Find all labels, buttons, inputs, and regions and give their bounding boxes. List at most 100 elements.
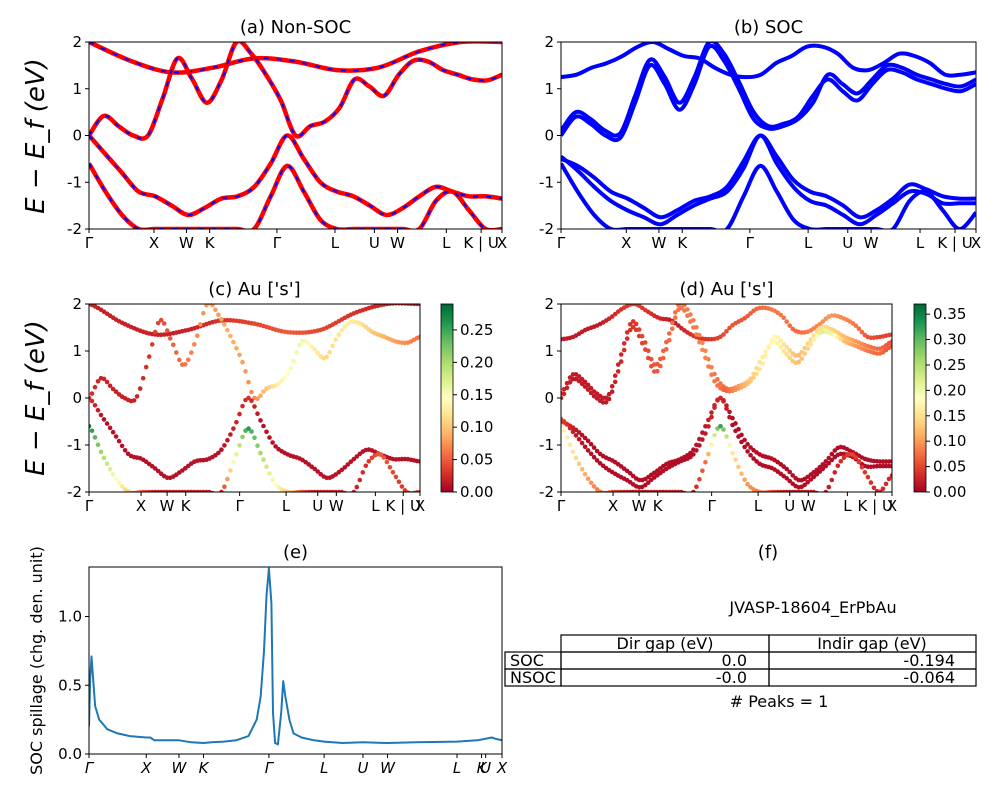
- spillage-line: [89, 567, 502, 746]
- band-point: [670, 326, 675, 332]
- band-point: [736, 434, 741, 439]
- soc-band-1: [561, 43, 976, 143]
- band-point: [98, 412, 104, 418]
- x-tick-label: X: [887, 497, 897, 515]
- band-point: [784, 476, 789, 481]
- band-point: [588, 451, 594, 457]
- x-tick-label: W: [160, 497, 175, 515]
- band-point: [718, 423, 723, 429]
- band-point: [576, 436, 582, 442]
- band-point: [192, 342, 197, 347]
- band-point: [249, 398, 254, 404]
- x-tick-label: L: [442, 234, 451, 252]
- band-point: [270, 440, 275, 445]
- gap-table-row-nsoc-label: NSOC: [510, 668, 556, 687]
- x-tick-label: L: [331, 234, 340, 252]
- band-point: [567, 425, 573, 431]
- y-tick-label: -2: [67, 220, 82, 238]
- band-point: [573, 455, 579, 461]
- band-point: [856, 326, 862, 332]
- x-tick-label: U: [357, 759, 368, 777]
- band-point: [856, 459, 862, 465]
- band-point: [222, 443, 227, 448]
- band-point: [712, 371, 717, 377]
- colorbar-tick-label: 0.30: [933, 331, 966, 349]
- colorbar-c: [440, 303, 454, 493]
- band-point: [685, 307, 690, 312]
- nonsoc-band-1: [89, 42, 502, 141]
- band-point: [155, 468, 161, 474]
- band-point: [686, 491, 689, 492]
- band-point: [676, 304, 681, 308]
- band-point: [730, 450, 735, 456]
- band-point: [345, 462, 351, 467]
- y-tick-label: -1: [67, 173, 82, 191]
- band-point: [697, 332, 702, 338]
- band-point: [787, 478, 792, 484]
- x-tick-label: X: [136, 497, 146, 515]
- band-point: [255, 396, 260, 402]
- band-point: [92, 435, 98, 440]
- band-point: [258, 418, 263, 423]
- band-point: [859, 329, 865, 335]
- band-point: [694, 484, 699, 490]
- band-point: [113, 389, 119, 395]
- band-point: [155, 320, 161, 326]
- band-point: [808, 477, 814, 482]
- x-tick-label: X: [971, 234, 981, 252]
- band-point: [588, 441, 594, 447]
- x-tick-label: K | U: [386, 497, 421, 515]
- band-point: [585, 382, 591, 388]
- band-point: [667, 331, 672, 336]
- band-point: [113, 434, 119, 439]
- band-point: [630, 324, 636, 330]
- y-tick-label: 1.0: [58, 608, 82, 626]
- nonsoc-band-dash-3: [89, 163, 502, 229]
- band-point: [748, 376, 753, 382]
- band-point: [312, 347, 318, 352]
- band-point: [282, 375, 287, 381]
- band-point: [889, 344, 892, 349]
- y-tick-label: 0.5: [58, 676, 82, 694]
- x-tick-label: L: [754, 497, 763, 515]
- band-point: [582, 472, 588, 477]
- band-point: [688, 312, 693, 317]
- band-point: [706, 356, 711, 362]
- band-point: [255, 443, 260, 449]
- x-tick-label: L: [282, 497, 291, 515]
- band-point: [417, 304, 420, 307]
- band-point: [396, 479, 402, 485]
- soc-band-4: [561, 133, 976, 227]
- band-point: [709, 410, 714, 415]
- band-point: [231, 459, 236, 465]
- x-tick-label: L: [320, 759, 328, 777]
- band-point: [351, 456, 357, 462]
- band-point: [643, 340, 648, 345]
- band-point: [324, 354, 330, 360]
- y-tick-label: 1: [72, 80, 82, 98]
- band-point: [219, 317, 224, 322]
- band-point: [712, 433, 717, 438]
- band-point: [646, 348, 651, 354]
- projected-points-d: [561, 304, 892, 492]
- x-tick-label: L: [453, 759, 461, 777]
- colorbar-tick-label: 0.25: [933, 356, 966, 374]
- band-point: [742, 444, 747, 450]
- band-point: [89, 391, 95, 396]
- band-point: [838, 459, 844, 464]
- band-point: [564, 380, 570, 386]
- x-tick-label: K: [205, 234, 216, 252]
- band-point: [207, 489, 212, 492]
- band-point: [564, 435, 570, 440]
- band-point: [237, 443, 242, 448]
- band-point: [246, 395, 251, 401]
- band-point: [706, 417, 711, 423]
- band-point: [116, 438, 122, 444]
- colorbar-tick-label: 0.35: [933, 305, 966, 323]
- band-point: [727, 409, 732, 415]
- band-point: [122, 448, 128, 453]
- band-point: [679, 305, 684, 311]
